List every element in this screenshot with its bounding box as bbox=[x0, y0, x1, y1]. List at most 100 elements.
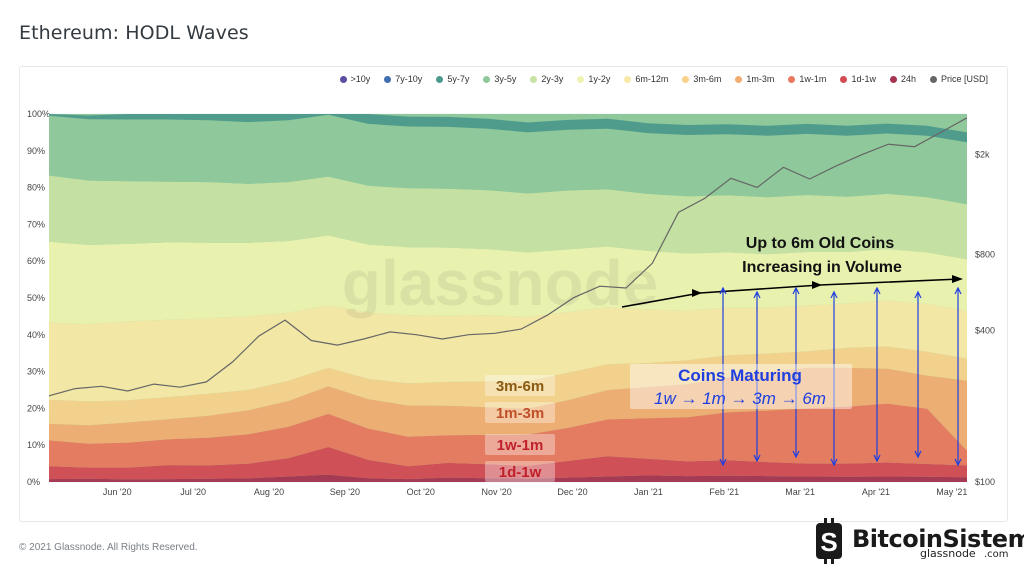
maturing-arrowheads bbox=[954, 286, 962, 467]
annotation-text: Up to 6m Old Coins bbox=[746, 235, 895, 252]
y-tick-label: 80% bbox=[27, 183, 45, 193]
y-tick-label: 60% bbox=[27, 256, 45, 266]
legend-item[interactable]: Price [USD] bbox=[929, 74, 988, 84]
y-tick-label: 0% bbox=[27, 477, 40, 487]
legend-item[interactable]: 24h bbox=[889, 74, 916, 84]
legend-item[interactable]: 7y-10y bbox=[384, 74, 422, 84]
legend-item[interactable]: 3y-5y bbox=[483, 74, 516, 84]
legend-label: 6m-12m bbox=[635, 74, 669, 84]
maturing-arrowheads bbox=[914, 290, 922, 459]
legend-label: 2y-3y bbox=[541, 74, 564, 84]
x-tick-label: May '21 bbox=[936, 487, 967, 497]
maturing-arrowheads bbox=[830, 290, 838, 467]
x-tick-label: Apr '21 bbox=[862, 487, 890, 497]
legend-item[interactable]: 1w-1m bbox=[788, 74, 826, 84]
band-area-3m6m bbox=[49, 346, 967, 426]
copyright-footer: © 2021 Glassnode. All Rights Reserved. bbox=[19, 542, 198, 553]
bitcoinsistemi-logo: S BitcoinSistemi glassnode .com bbox=[812, 515, 1024, 570]
y2-tick-label: $800 bbox=[975, 250, 995, 260]
x-tick-label: Mar '21 bbox=[785, 487, 815, 497]
legend-label: 3m-6m bbox=[693, 74, 722, 84]
annotation-text: 1m-3m bbox=[496, 405, 544, 422]
chart-legend: >10y 7y-10y 5y-7y 3y-5y 2y-3y 1y-2y 6m-12m 3m-6… bbox=[339, 74, 988, 84]
legend-label: 1d-1w bbox=[851, 74, 876, 84]
annotation-text: Coins Maturing bbox=[678, 366, 802, 385]
band-area-1w1m bbox=[49, 403, 967, 468]
legend-swatch bbox=[840, 75, 848, 83]
legend-label: 3y-5y bbox=[494, 74, 517, 84]
legend-item[interactable]: 1y-2y bbox=[577, 74, 610, 84]
band-area-1d1w bbox=[49, 447, 967, 480]
legend-swatch bbox=[483, 75, 491, 83]
y-tick-label: 50% bbox=[27, 293, 45, 303]
coins-maturing-box bbox=[630, 364, 852, 409]
bitcoin-coin-icon: S bbox=[816, 518, 842, 564]
legend-label: 24h bbox=[900, 74, 916, 84]
legend-swatch bbox=[436, 75, 444, 83]
brand-name: BitcoinSistemi bbox=[852, 525, 1024, 553]
x-tick-label: Jul '20 bbox=[180, 487, 206, 497]
legend-swatch bbox=[384, 75, 392, 83]
x-tick-label: Feb '21 bbox=[709, 487, 739, 497]
volume-trend-arrow bbox=[621, 278, 961, 308]
price-line bbox=[48, 117, 968, 397]
maturing-arrowheads bbox=[719, 286, 727, 467]
maturing-arrowheads bbox=[753, 290, 761, 463]
legend-swatch bbox=[929, 75, 937, 83]
svg-text:S: S bbox=[820, 527, 837, 557]
legend-swatch bbox=[788, 75, 796, 83]
band-label-box bbox=[485, 461, 555, 482]
legend-swatch bbox=[577, 75, 585, 83]
legend-item[interactable]: 3m-6m bbox=[682, 74, 721, 84]
legend-label: Price [USD] bbox=[940, 74, 988, 84]
band-area-1y2y bbox=[49, 235, 967, 325]
band-area-6m12m bbox=[49, 300, 967, 402]
x-tick-label: Nov '20 bbox=[482, 487, 512, 497]
maturing-arrowheads bbox=[792, 286, 800, 459]
y-tick-label: 30% bbox=[27, 367, 45, 377]
band-area-2y3y bbox=[49, 175, 967, 260]
brand-suffix: .com bbox=[984, 549, 1009, 560]
legend-item[interactable]: 1d-1w bbox=[840, 74, 876, 84]
legend-swatch bbox=[682, 75, 690, 83]
band-label-box bbox=[485, 434, 555, 455]
legend-swatch bbox=[889, 75, 897, 83]
legend-label: 5y-7y bbox=[447, 74, 470, 84]
y2-tick-label: $100 bbox=[975, 477, 995, 487]
x-tick-label: Oct '20 bbox=[407, 487, 435, 497]
legend-label: >10y bbox=[350, 74, 371, 84]
watermark: glassnode bbox=[342, 247, 659, 319]
y-tick-label: 100% bbox=[27, 109, 50, 119]
legend-item[interactable]: 5y-7y bbox=[436, 74, 469, 84]
legend-label: 1y-2y bbox=[588, 74, 611, 84]
legend-label: 7y-10y bbox=[395, 74, 423, 84]
legend-swatch bbox=[530, 75, 538, 83]
page-title: Ethereum: HODL Waves bbox=[19, 22, 249, 44]
legend-swatch bbox=[735, 75, 743, 83]
band-label-box bbox=[485, 375, 555, 396]
annotation-text: 1d-1w bbox=[499, 464, 542, 481]
legend-item[interactable]: 1m-3m bbox=[735, 74, 774, 84]
legend-item[interactable]: 2y-3y bbox=[530, 74, 563, 84]
legend-swatch bbox=[339, 75, 347, 83]
legend-label: 1m-3m bbox=[746, 74, 775, 84]
legend-label: 1w-1m bbox=[799, 74, 827, 84]
legend-swatch bbox=[624, 75, 632, 83]
maturing-arrowheads bbox=[873, 286, 881, 463]
x-tick-label: Sep '20 bbox=[330, 487, 360, 497]
annotation-text: 1w → 1m → 3m → 6m bbox=[654, 389, 826, 408]
x-tick-label: Dec '20 bbox=[557, 487, 587, 497]
band-area-5y7y bbox=[49, 114, 967, 143]
y-tick-label: 90% bbox=[27, 146, 45, 156]
band-area-24h bbox=[49, 474, 967, 482]
x-tick-label: Aug '20 bbox=[254, 487, 284, 497]
legend-item[interactable]: 6m-12m bbox=[624, 74, 668, 84]
legend-item[interactable]: >10y bbox=[339, 74, 371, 84]
y-tick-label: 20% bbox=[27, 403, 45, 413]
y-tick-label: 10% bbox=[27, 440, 45, 450]
y-tick-label: 70% bbox=[27, 219, 45, 229]
y-tick-label: 40% bbox=[27, 330, 45, 340]
x-tick-label: Jan '21 bbox=[634, 487, 663, 497]
y2-tick-label: $400 bbox=[975, 325, 995, 335]
